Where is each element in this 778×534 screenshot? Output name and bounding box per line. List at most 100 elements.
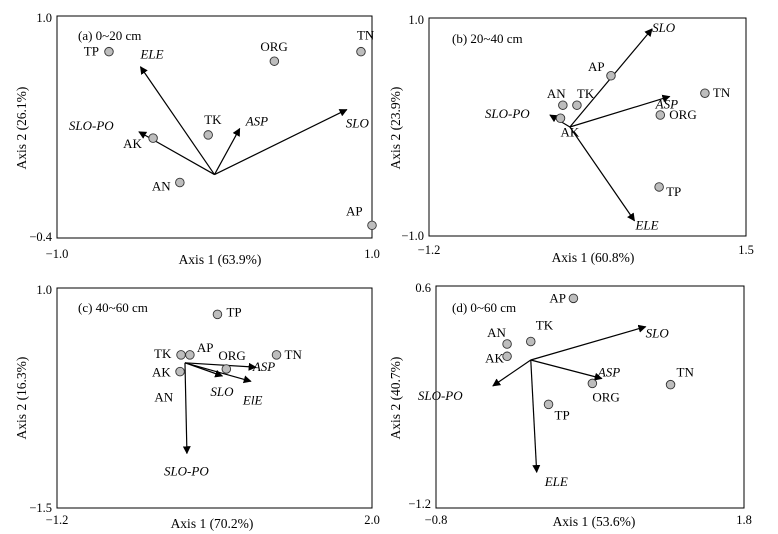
panel-c-marks: ASP SLO ElE SLO-PO TP TK AP TN ORG AK AN (152, 304, 302, 478)
panel-c-ytick-bottom: −1.5 (29, 501, 52, 515)
panel-b-ylabel: Axis 2 (23.9%) (388, 87, 403, 170)
panel-b-point-an (558, 100, 568, 110)
panel-b-point-label-org: ORG (669, 107, 696, 122)
panel-b-point-tp (654, 182, 664, 192)
panel-b-point-tn (700, 88, 710, 98)
panel-a-vector-label-slo: SLO (346, 116, 370, 131)
panel-b-ytick-bottom: −1.0 (401, 229, 424, 243)
panel-c-vector-label-slo: SLO (210, 384, 234, 399)
panel-c-point-label-tk: TK (154, 346, 172, 361)
panel-c-point-org (221, 364, 232, 374)
panel-a-vector-ele (139, 66, 215, 175)
panel-d-point-tp (543, 399, 554, 410)
panel-d-point-label-an: AN (487, 325, 506, 340)
panel-d-point-org (587, 378, 598, 389)
panel-b-point-ak (555, 113, 566, 124)
panel-a-frame (56, 15, 373, 239)
panel-b-point-label-tp: TP (666, 184, 681, 199)
panel-a-ytick-bottom: −0.4 (29, 230, 52, 244)
panel-c-point-label-org: ORG (218, 348, 245, 363)
panel-b-vector-label-ele: ELE (634, 218, 658, 233)
panel-b-vector-asp (569, 94, 671, 128)
panel-d-vector-asp (530, 359, 603, 381)
panel-d-point-label-ak: AK (485, 350, 504, 365)
panel-a-point-label-ap: AP (346, 203, 363, 218)
panel-a-vector-asp (213, 127, 241, 175)
panel-a-marks: ELE SLO-PO ASP SLO TP ORG TN TK AK AN AP (69, 28, 377, 231)
panel-b-xlabel: Axis 1 (60.8%) (552, 250, 635, 265)
panel-c-xtick-right: 2.0 (364, 513, 380, 527)
panel-b-xtick-left: −1.2 (418, 243, 441, 257)
panel-b-vector-label-asp: ASP (655, 96, 678, 111)
panel-d-vector-ele (530, 359, 541, 474)
panel-b-point-tk (572, 100, 582, 110)
panel-c-ytick-top: 1.0 (36, 283, 52, 297)
panel-a-point-label-org: ORG (260, 39, 287, 54)
panel-b-point-label-ap: AP (588, 59, 605, 74)
panel-d-vector-label-ele: ELE (544, 474, 568, 489)
panel-d-xtick-left: −0.8 (425, 513, 448, 527)
panel-a-point-tk (203, 130, 213, 140)
panel-b-vector-label-slo-po: SLO-PO (485, 106, 530, 121)
panel-c-xlabel: Axis 1 (70.2%) (171, 516, 254, 531)
panel-c-vector-label-slo-po: SLO-PO (164, 463, 209, 478)
panel-a-point-an (175, 177, 185, 188)
panel-d-vector-label-slo-po: SLO-PO (418, 388, 463, 403)
panel-a-ylabel: Axis 2 (26.1%) (14, 87, 29, 170)
panel-a-point-ap (367, 220, 377, 231)
panel-c-point-label-tp: TP (226, 304, 241, 319)
panel-d-vector-slo-po (492, 359, 532, 387)
panel-d-vector-label-slo: SLO (646, 326, 670, 341)
panel-c-vector-label-ele: ElE (242, 392, 263, 407)
panel-c-vector-label-asp: ASP (252, 359, 275, 374)
panel-c-point-ak (175, 366, 185, 377)
panel-a-vector-slo (214, 109, 348, 176)
panel-d-frame (435, 285, 745, 509)
panel-b-frame (428, 17, 747, 237)
panel-c-vector-asp (184, 362, 257, 371)
panel-b-xtick-right: 1.5 (738, 243, 754, 257)
panel-a-point-tp (104, 46, 114, 57)
panel-d-ytick-bottom: −1.2 (408, 497, 431, 511)
panel-c-vector-slo-po (182, 362, 191, 455)
panel-d-point-label-tp: TP (555, 407, 570, 422)
panel-b: (b) 20~40 cm 1.0 −1.0 −1.2 1.5 Axis 1 (6… (388, 13, 754, 265)
panel-d-vector-label-asp: ASP (597, 365, 620, 380)
panel-d: (d) 0~60 cm 0.6 −1.2 −0.8 1.8 Axis 1 (53… (388, 281, 752, 529)
panel-a-title: (a) 0~20 cm (78, 28, 141, 43)
panel-c-title: (c) 40~60 cm (78, 300, 148, 315)
panel-b-point-ap (606, 71, 616, 81)
panel-c-point-tk (176, 350, 186, 360)
panel-c-point-tp (212, 309, 223, 320)
panel-c-point-label-an: AN (154, 390, 173, 405)
panel-b-point-label-an: AN (547, 86, 566, 101)
panel-a-point-label-tk: TK (204, 112, 222, 127)
panel-d-ytick-top: 0.6 (415, 281, 431, 295)
panel-d-point-label-ap: AP (549, 290, 566, 305)
panel-c-point-label-ak: AK (152, 365, 171, 380)
panel-c-ylabel: Axis 2 (16.3%) (14, 357, 29, 440)
panel-a-xtick-right: 1.0 (364, 247, 380, 261)
panel-a-point-tn (356, 46, 366, 57)
panel-c-point-label-tn: TN (285, 347, 303, 362)
panel-a-point-label-tp: TP (84, 44, 99, 59)
panel-c-point-label-ap: AP (197, 340, 214, 355)
panel-d-point-tn (665, 379, 676, 390)
panel-a-vector-label-asp: ASP (245, 114, 268, 129)
panel-a-vector-label-slo-po: SLO-PO (69, 118, 114, 133)
panel-d-xlabel: Axis 1 (53.6%) (553, 514, 636, 529)
panel-a-point-label-ak: AK (123, 136, 142, 151)
panel-a-xlabel: Axis 1 (63.9%) (179, 252, 262, 267)
panel-d-point-ak (502, 351, 512, 362)
panel-a-point-label-tn: TN (357, 28, 375, 43)
panel-b-marks: SLO ASP SLO-PO ELE AP AN TK TN ORG AK TP (485, 20, 731, 233)
panel-c-point-tn (271, 350, 282, 360)
panel-b-point-label-tn: TN (713, 85, 731, 100)
panel-a-xtick-left: −1.0 (46, 247, 69, 261)
panel-c-frame (56, 287, 373, 509)
panel-d-point-label-org: ORG (592, 389, 619, 404)
panel-c-point-ap (185, 350, 195, 360)
panel-b-point-label-tk: TK (577, 86, 595, 101)
panel-d-ylabel: Axis 2 (40.7%) (388, 357, 403, 440)
